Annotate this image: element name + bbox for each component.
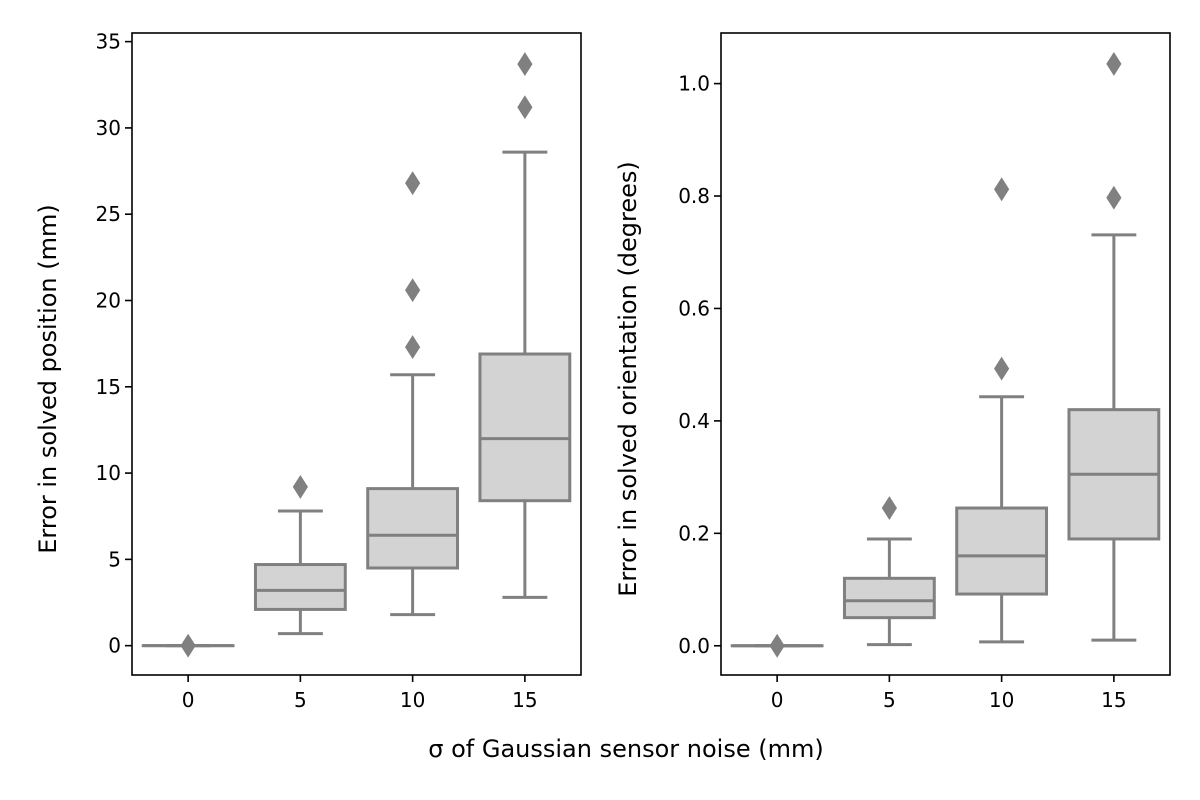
y-tick-label: 0.0: [678, 634, 710, 658]
x-tick-label: 10: [989, 688, 1014, 712]
box-15: [478, 52, 572, 599]
axes-frame: [720, 32, 1171, 676]
outlier-point: [180, 633, 196, 658]
x-tick-label: 5: [883, 688, 896, 712]
y-axis-label: Error in solved orientation (degrees): [614, 161, 642, 597]
y-tick-label: 0.4: [678, 409, 710, 433]
box-5: [842, 496, 936, 647]
x-tick-label: 5: [294, 688, 307, 712]
box-0: [141, 633, 235, 658]
outlier-point: [405, 335, 421, 360]
y-tick-label: 30: [96, 116, 121, 140]
y-tick-label: 15: [96, 375, 121, 399]
iqr-box: [842, 576, 936, 620]
y-tick-label: 10: [96, 461, 121, 485]
iqr-box: [366, 487, 460, 570]
outlier-point: [1106, 51, 1122, 76]
y-axis-label: Error in solved position (mm): [34, 204, 62, 554]
y-tick-label: 0: [108, 634, 121, 658]
box-0: [730, 633, 824, 658]
outlier-point: [517, 52, 533, 76]
y-tick-label: 0.2: [678, 521, 710, 545]
iqr-box: [478, 352, 572, 503]
x-tick-label: 15: [1101, 688, 1126, 712]
outlier-point: [994, 356, 1010, 381]
outlier-point: [1106, 185, 1122, 210]
x-tick-label: 0: [182, 688, 195, 712]
outlier-point: [292, 474, 308, 499]
box-10: [955, 177, 1049, 644]
outlier-point: [405, 278, 421, 303]
outlier-point: [405, 171, 421, 196]
box-15: [1067, 51, 1161, 642]
iqr-box: [955, 506, 1049, 596]
x-tick-label: 0: [771, 688, 784, 712]
box-10: [366, 171, 460, 617]
position-error-panel: 0 5 10 15 20 25 30 35 0 5 10 15 Error in solved posi…: [34, 30, 582, 712]
outlier-point: [769, 633, 785, 658]
outlier-point: [517, 95, 533, 120]
x-tick-label: 15: [512, 688, 537, 712]
axes-frame: [131, 32, 582, 676]
outlier-point: [881, 496, 897, 520]
y-tick-label: 1.0: [678, 72, 710, 96]
y-tick-label: 0.8: [678, 184, 710, 208]
shared-x-axis-label: σ of Gaussian sensor noise (mm): [428, 735, 823, 763]
y-tick-label: 25: [96, 202, 121, 226]
box-5: [253, 474, 347, 636]
outlier-point: [994, 177, 1010, 202]
x-tick-label: 10: [400, 688, 425, 712]
orientation-error-panel: 0.0 0.2 0.4 0.6 0.8 1.0 0 5 10 15 Error in solved …: [614, 32, 1171, 712]
y-tick-label: 5: [108, 547, 121, 571]
y-tick-label: 35: [96, 30, 121, 54]
y-tick-label: 0.6: [678, 296, 710, 320]
iqr-box: [253, 563, 347, 611]
y-tick-label: 20: [96, 289, 121, 313]
